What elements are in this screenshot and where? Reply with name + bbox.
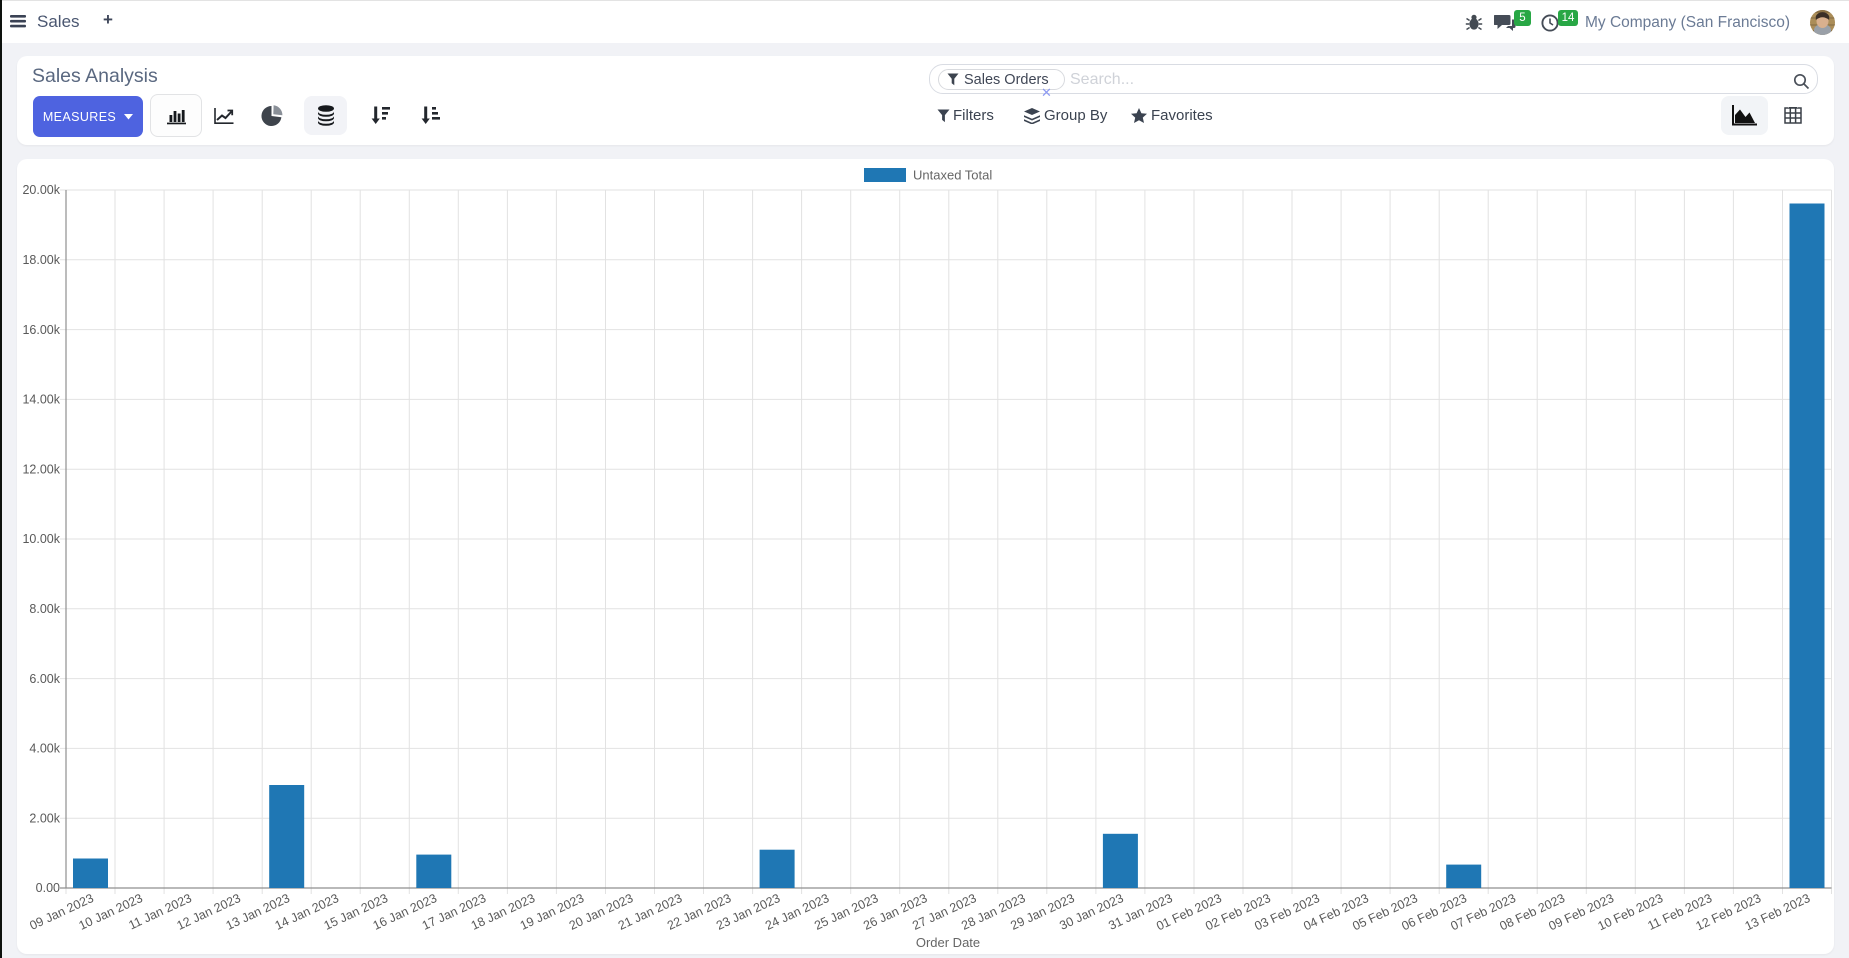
svg-text:14.00k: 14.00k: [22, 393, 60, 407]
svg-text:4.00k: 4.00k: [29, 742, 60, 756]
svg-text:8.00k: 8.00k: [29, 602, 60, 616]
svg-text:10.00k: 10.00k: [22, 532, 60, 546]
svg-text:2.00k: 2.00k: [29, 811, 60, 825]
svg-text:12.00k: 12.00k: [22, 462, 60, 476]
svg-text:0.00: 0.00: [36, 881, 60, 895]
svg-text:6.00k: 6.00k: [29, 672, 60, 686]
svg-text:Untaxed Total: Untaxed Total: [913, 168, 992, 183]
svg-text:16.00k: 16.00k: [22, 323, 60, 337]
svg-text:18.00k: 18.00k: [22, 253, 60, 267]
svg-text:20.00k: 20.00k: [22, 183, 60, 197]
svg-text:Order Date: Order Date: [916, 935, 980, 950]
